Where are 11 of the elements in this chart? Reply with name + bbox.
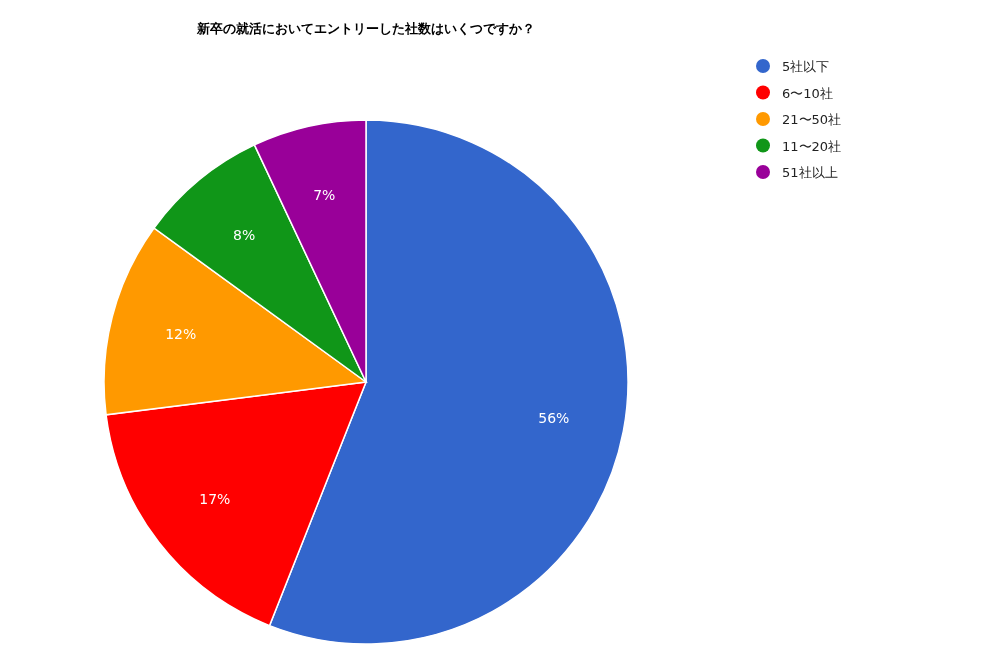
data-label: 8% <box>232 226 256 243</box>
legend-label: 5社以下 <box>782 59 830 74</box>
data-label: 56% <box>538 409 570 426</box>
data-label: 17% <box>199 491 231 508</box>
chart-title: 新卒の就活においてエントリーした社数はいくつですか？ <box>196 21 535 36</box>
legend-label: 51社以上 <box>782 165 838 180</box>
legend-label: 6〜10社 <box>782 85 833 101</box>
data-label: 12% <box>165 326 197 343</box>
data-label: 7% <box>313 187 336 204</box>
legend-label: 11〜20社 <box>782 138 842 154</box>
legend-label: 21〜50社 <box>782 112 842 127</box>
